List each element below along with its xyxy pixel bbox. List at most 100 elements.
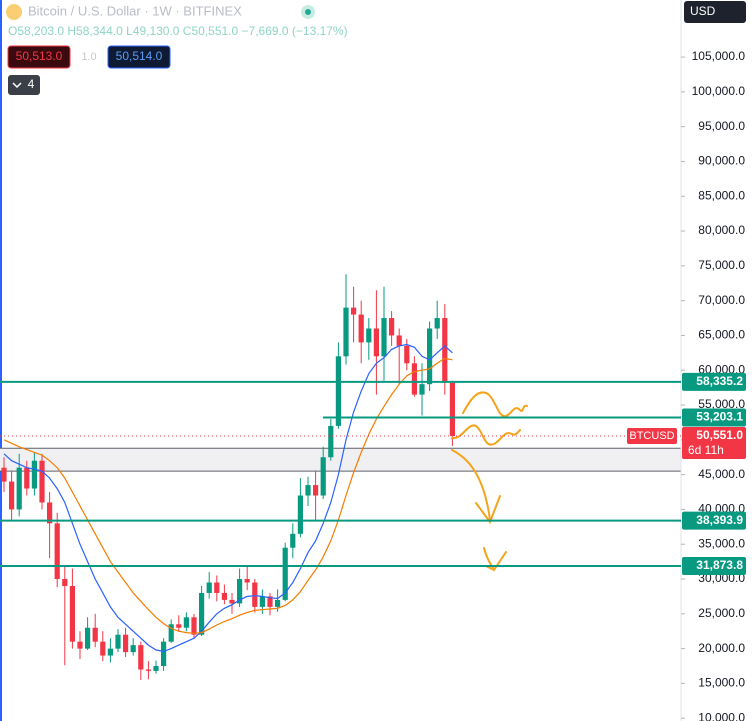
- last-price-label: 50,551.0: [696, 428, 743, 442]
- candle-body: [47, 502, 53, 524]
- level-label: 58,335.2: [696, 374, 743, 388]
- candle-body: [373, 328, 379, 357]
- candle-body: [404, 345, 410, 364]
- candle-body: [427, 328, 433, 385]
- candle-body: [396, 335, 402, 346]
- level-tag: [682, 511, 746, 530]
- candle-body: [411, 363, 417, 395]
- level-tag: [682, 372, 746, 391]
- candle-body: [138, 645, 144, 670]
- level-label: 31,873.8: [696, 558, 743, 572]
- candle-body: [366, 328, 372, 343]
- symbol-title: Bitcoin / U.S. Dollar · 1W · BITFINEX: [28, 3, 242, 18]
- candle-body: [259, 596, 265, 607]
- candle-body: [123, 634, 129, 653]
- candle-body: [320, 457, 326, 496]
- candle-body: [168, 624, 174, 642]
- arrow-head: [475, 495, 501, 525]
- currency-button[interactable]: [684, 1, 746, 23]
- currency-label: USD: [690, 4, 716, 18]
- wave-path: [462, 391, 528, 418]
- market-status-dot: [305, 9, 311, 15]
- candle-body: [183, 617, 189, 628]
- candle-body: [77, 641, 83, 649]
- level-tag: [682, 556, 746, 575]
- candle-body: [100, 641, 106, 656]
- y-tick-label: 70,000.0: [698, 293, 745, 307]
- y-tick-label: 20,000.0: [698, 641, 745, 655]
- last-price-tag: [682, 427, 746, 460]
- candle-body: [275, 599, 281, 607]
- moving-average: [3, 343, 453, 653]
- ohlc-legend: O58,203.0 H58,344.0 L49,130.0 C50,551.0 …: [8, 24, 348, 38]
- plot-area: [0, 274, 681, 680]
- candle-body: [358, 314, 364, 343]
- candle-body: [107, 648, 113, 656]
- y-tick-label: 105,000.0: [692, 49, 746, 63]
- y-tick-label: 85,000.0: [698, 188, 745, 202]
- sell-button[interactable]: [7, 45, 71, 69]
- candle-body: [237, 579, 243, 604]
- candle-body: [351, 307, 357, 315]
- candle-body: [54, 523, 60, 580]
- candle-body: [381, 318, 387, 357]
- candle-body: [328, 425, 334, 458]
- indicator-count: 4: [28, 77, 35, 91]
- indicators-toggle[interactable]: [8, 75, 40, 95]
- buy-button[interactable]: [107, 45, 171, 69]
- candle-body: [191, 617, 197, 635]
- candle-body: [305, 485, 311, 496]
- symbol-icon: [6, 4, 22, 20]
- countdown-label: 6d 11h: [688, 443, 724, 457]
- candle-body: [297, 495, 303, 534]
- candle-body: [161, 641, 167, 667]
- candle-body: [419, 384, 425, 395]
- symbol-tag: [627, 428, 677, 445]
- candle-body: [85, 627, 91, 649]
- y-tick-label: 80,000.0: [698, 223, 745, 237]
- candle-body: [176, 624, 182, 628]
- buy-price: 50,514.0: [116, 49, 163, 63]
- candle-body: [290, 533, 296, 548]
- chevron-icon: [12, 82, 22, 89]
- candle-body: [221, 592, 227, 600]
- candle-body: [9, 481, 15, 510]
- y-tick-label: 90,000.0: [698, 154, 745, 168]
- candle-body: [16, 467, 22, 510]
- candle-body: [229, 599, 235, 604]
- y-tick-label: 75,000.0: [698, 258, 745, 272]
- level-label: 53,203.1: [696, 410, 743, 424]
- y-tick-label: 35,000.0: [698, 536, 745, 550]
- candle-body: [389, 318, 395, 336]
- y-tick-label: 95,000.0: [698, 119, 745, 133]
- candle-body: [31, 460, 37, 489]
- candle-body: [130, 645, 136, 653]
- y-tick-label: 10,000.0: [698, 710, 745, 721]
- candle-body: [39, 460, 45, 503]
- candle-body: [115, 634, 121, 649]
- candle-body: [267, 596, 273, 607]
- candle-body: [449, 382, 455, 437]
- arrow-head: [485, 551, 507, 572]
- sell-price: 50,513.0: [16, 49, 63, 63]
- candle-body: [62, 579, 68, 586]
- wave-path: [451, 424, 521, 446]
- candle-body: [282, 547, 288, 600]
- y-tick-label: 25,000.0: [698, 606, 745, 620]
- spread: 1.0: [81, 51, 96, 63]
- candle-body: [1, 467, 7, 482]
- candle-body: [343, 307, 349, 357]
- candle-body: [199, 592, 205, 635]
- y-tick-label: 55,000.0: [698, 397, 745, 411]
- candle-body: [92, 627, 98, 642]
- arrow-path: [451, 449, 491, 521]
- candle-body: [335, 356, 341, 426]
- y-tick-label: 15,000.0: [698, 676, 745, 690]
- candle-body: [153, 666, 159, 671]
- candle-body: [442, 318, 448, 383]
- y-tick-label: 65,000.0: [698, 328, 745, 342]
- range-box: [0, 448, 681, 472]
- symbol-label: BTCUSD: [629, 430, 674, 442]
- candle-body: [206, 582, 212, 593]
